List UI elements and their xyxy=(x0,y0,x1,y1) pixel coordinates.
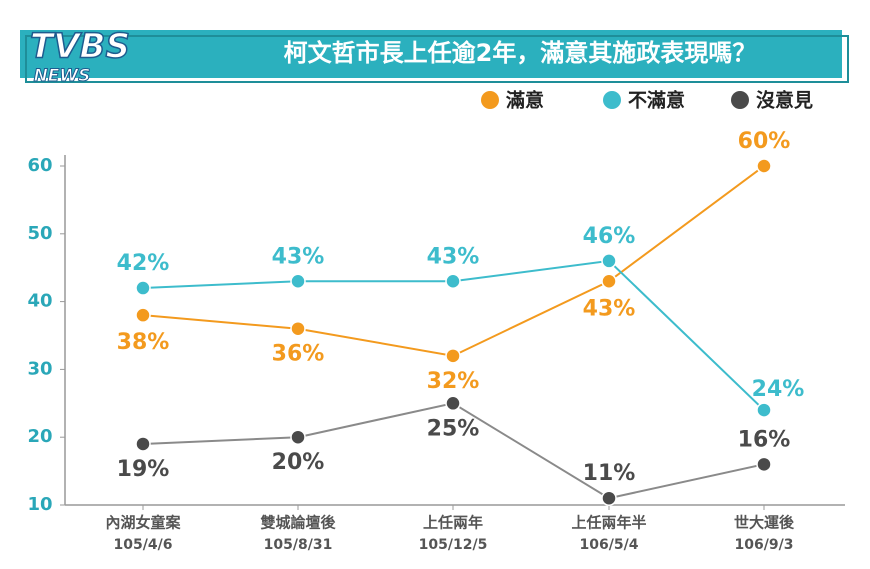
x-tick-label: 上任兩年 xyxy=(423,514,483,532)
data-point xyxy=(290,273,306,290)
logo-sub: NEWS xyxy=(34,66,91,86)
legend-label: 不滿意 xyxy=(628,89,685,112)
data-label: 20% xyxy=(272,450,325,475)
data-label: 43% xyxy=(583,296,636,321)
data-label: 46% xyxy=(583,224,636,249)
data-point xyxy=(756,158,772,174)
data-label: 25% xyxy=(427,416,480,441)
y-tick-label: 40 xyxy=(27,291,52,312)
logo-name: TVBS xyxy=(30,27,130,67)
legend-marker xyxy=(481,91,499,109)
legend-label: 滿意 xyxy=(506,89,544,112)
y-tick-label: 30 xyxy=(27,358,52,379)
data-point xyxy=(135,436,151,452)
data-point xyxy=(601,253,617,269)
x-tick-label: 世大運後 xyxy=(734,514,795,532)
data-label: 32% xyxy=(427,369,480,394)
data-label: 42% xyxy=(117,251,170,276)
legend-marker xyxy=(731,91,749,109)
data-label: 11% xyxy=(583,461,636,486)
data-point xyxy=(445,273,461,290)
x-tick-label: 內湖女童案 xyxy=(105,514,181,532)
data-point xyxy=(756,402,772,418)
chart-title: 柯文哲市長上任逾2年，滿意其施政表現嗎？ xyxy=(284,39,757,67)
data-point xyxy=(290,320,306,337)
x-tick-label: 上任兩年半 xyxy=(571,514,646,532)
y-tick-label: 60 xyxy=(27,155,52,176)
x-sublabel: 105/12/5 xyxy=(419,537,488,553)
data-point xyxy=(445,348,461,364)
data-point xyxy=(601,273,617,290)
data-point xyxy=(601,490,617,506)
legend-label: 沒意見 xyxy=(756,89,813,112)
data-label: 43% xyxy=(272,244,325,269)
title-banner xyxy=(20,30,842,78)
x-sublabel: 106/5/4 xyxy=(580,537,639,553)
data-label: 38% xyxy=(117,330,170,355)
x-sublabel: 105/4/6 xyxy=(114,537,173,553)
data-point xyxy=(756,456,772,473)
y-tick-label: 20 xyxy=(27,426,52,447)
data-label: 36% xyxy=(272,342,325,367)
data-label: 43% xyxy=(427,244,480,269)
y-tick-label: 50 xyxy=(27,223,52,244)
data-label: 19% xyxy=(117,457,170,482)
data-point xyxy=(445,395,461,412)
x-sublabel: 105/8/31 xyxy=(264,537,333,553)
data-point xyxy=(135,280,151,296)
x-tick-label: 雙城論壇後 xyxy=(260,514,336,532)
x-sublabel: 106/9/3 xyxy=(735,537,794,553)
y-tick-label: 10 xyxy=(27,494,52,515)
legend-marker xyxy=(603,91,621,109)
data-label: 24% xyxy=(752,377,805,402)
data-point xyxy=(290,429,306,445)
data-label: 16% xyxy=(738,427,791,452)
data-point xyxy=(135,307,151,323)
banner-shadow xyxy=(25,35,849,83)
data-label: 60% xyxy=(738,129,791,154)
